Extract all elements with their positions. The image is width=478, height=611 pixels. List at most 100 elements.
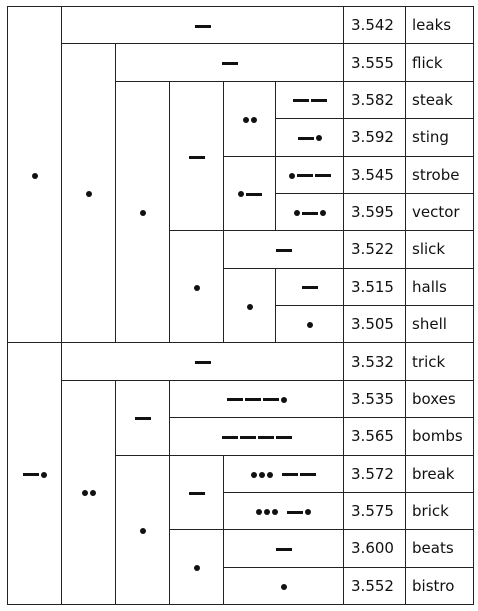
tree-leaf-leaks <box>60 5 345 45</box>
score-cell: 3.535 <box>343 379 407 419</box>
tree-leaf-steak <box>274 80 345 120</box>
tree-node-root-b <box>7 342 62 605</box>
tree-leaf-brick <box>222 491 345 531</box>
word-cell: halls <box>405 267 475 307</box>
dot-symbol <box>280 583 287 590</box>
score-cell: 3.542 <box>343 5 407 45</box>
tree-leaf-boxes <box>168 379 345 419</box>
tree-node-b <box>61 379 116 606</box>
score-cell: 3.572 <box>343 454 407 493</box>
dash-symbol <box>275 547 292 551</box>
score-cell: 3.582 <box>343 80 407 120</box>
word-cell: trick <box>405 342 475 381</box>
tree-node-aaa <box>169 80 224 232</box>
dash-symbol <box>287 510 303 514</box>
dot-symbol <box>293 210 300 217</box>
word-cell: bistro <box>405 566 475 606</box>
dash-symbol <box>194 361 211 365</box>
dot-symbol <box>193 284 200 291</box>
score-cell: 3.522 <box>343 230 407 269</box>
dot-symbol <box>139 527 146 534</box>
word-cell: vector <box>405 192 475 232</box>
dash-symbol <box>296 174 313 178</box>
dot-symbol <box>85 191 92 198</box>
tree-leaf-slick <box>222 230 345 269</box>
dot-symbol <box>242 116 249 123</box>
dot-symbol <box>89 490 96 497</box>
tree-leaf-trick <box>60 342 345 381</box>
dot-symbol <box>81 490 88 497</box>
word-cell: steak <box>405 80 475 120</box>
dot-symbol <box>31 172 38 179</box>
tree-leaf-vector <box>274 192 345 232</box>
dash-symbol <box>244 398 261 402</box>
word-cell: break <box>405 454 475 493</box>
morse-code <box>221 62 239 66</box>
morse-code <box>31 172 39 179</box>
score-cell: 3.575 <box>343 491 407 531</box>
dot-symbol <box>139 210 146 217</box>
tree-node-bbb <box>169 529 224 605</box>
dash-symbol <box>275 435 292 439</box>
word-cell: flick <box>405 43 475 82</box>
dash-symbol <box>314 174 331 178</box>
morse-code <box>188 491 206 495</box>
dash-symbol <box>292 99 309 103</box>
tree-node-bb <box>115 454 170 605</box>
dash-symbol <box>239 435 256 439</box>
morse-code <box>134 417 152 421</box>
morse-code <box>237 191 263 198</box>
dot-symbol <box>250 116 257 123</box>
tree-node-a <box>61 43 116 344</box>
dot-symbol <box>193 565 200 572</box>
dot-symbol <box>306 322 313 329</box>
dash-symbol <box>188 155 205 159</box>
tree-node-aaba <box>223 267 276 344</box>
morse-code <box>275 547 293 551</box>
dash-symbol <box>275 248 292 252</box>
word-cell: leaks <box>405 5 475 45</box>
dot-symbol <box>237 191 244 198</box>
morse-code-tree-table: 3.542 leaks 3.555 flick 3.582 steak 3.59… <box>7 5 475 606</box>
tree-node-root-a <box>7 5 62 344</box>
morse-code <box>194 24 212 28</box>
tree-node-ba <box>115 379 170 456</box>
word-cell: beats <box>405 529 475 568</box>
morse-code <box>280 583 288 590</box>
dash-symbol <box>262 398 279 402</box>
score-cell: 3.595 <box>343 192 407 232</box>
tree-node-bba <box>169 454 224 531</box>
morse-code <box>221 435 293 439</box>
dot-symbol <box>305 509 311 516</box>
word-cell: bombs <box>405 417 475 456</box>
morse-code <box>255 509 312 516</box>
dash-symbol <box>226 398 243 402</box>
dot-symbol <box>246 303 253 310</box>
word-cell: strobe <box>405 155 475 194</box>
dash-symbol <box>300 473 316 477</box>
morse-code <box>188 155 206 159</box>
score-cell: 3.600 <box>343 529 407 568</box>
dot-symbol <box>280 396 287 403</box>
morse-code <box>301 286 319 290</box>
dot-symbol <box>315 135 322 142</box>
dot-symbol <box>319 210 326 217</box>
tree-node-aaab <box>223 155 276 232</box>
score-cell: 3.592 <box>343 118 407 157</box>
word-cell: sting <box>405 118 475 157</box>
morse-code <box>139 527 147 534</box>
word-cell: slick <box>405 230 475 269</box>
morse-code <box>22 471 48 478</box>
morse-code <box>242 116 258 123</box>
dash-symbol <box>221 62 238 66</box>
dash-symbol <box>282 473 298 477</box>
dash-symbol <box>301 211 318 215</box>
word-cell: boxes <box>405 379 475 419</box>
dash-symbol <box>22 473 39 477</box>
word-cell: brick <box>405 491 475 531</box>
morse-code <box>139 210 147 217</box>
dash-symbol <box>134 417 151 421</box>
morse-code <box>85 191 93 198</box>
score-cell: 3.505 <box>343 304 407 344</box>
score-cell: 3.545 <box>343 155 407 194</box>
